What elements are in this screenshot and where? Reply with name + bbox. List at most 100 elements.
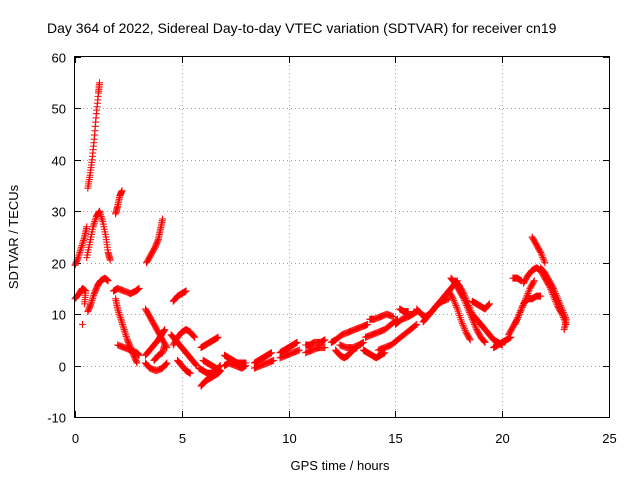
data-point [268,349,276,357]
data-point [123,334,131,342]
data-point [515,310,523,318]
data-point [466,336,474,344]
data-point [118,187,126,195]
series-arc-25 [221,359,250,372]
data-point [467,307,475,315]
data-point [116,312,124,320]
series-arc-29 [276,346,303,362]
data-point [96,209,104,217]
data-point [470,320,478,328]
data-point [448,293,456,301]
data-point [79,238,87,246]
data-point [74,255,82,263]
data-point [511,320,519,328]
data-point [540,257,548,265]
data-point [462,295,470,303]
data-point [161,341,169,349]
data-point [517,307,525,315]
data-point [135,284,143,292]
data-point [145,363,153,371]
data-point [465,302,473,310]
data-point [96,79,104,87]
series-arc-14 [141,326,169,359]
data-point [189,332,197,340]
data-point [404,308,412,316]
data-point [549,284,557,292]
data-point [466,305,474,313]
data-point [557,302,565,310]
data-point [162,360,170,368]
series-arc-32 [327,320,372,346]
data-point [161,361,169,369]
x-tick-label: 25 [602,431,616,446]
data-point [557,303,565,311]
data-point [555,298,563,306]
data-point [160,326,168,334]
data-point [525,288,533,296]
data-point [517,305,525,313]
data-point [460,323,468,331]
y-tick-label: 20 [52,257,66,272]
data-point [560,326,568,334]
y-tick-label: 60 [52,51,66,66]
data-point [460,291,468,299]
data-point [536,247,544,255]
data-point [413,320,421,328]
data-point [458,320,466,328]
data-point [118,319,126,327]
data-point [481,338,489,346]
data-point [122,331,130,339]
data-point [559,308,567,316]
series-arc-20 [197,333,222,352]
data-point [90,291,98,299]
data-point [75,250,83,258]
data-point [160,327,168,335]
data-point [554,295,562,303]
data-point [89,223,97,231]
series-arc-49 [511,292,545,328]
data-point [89,293,97,301]
data-point [97,212,105,220]
plot-frame [74,56,610,418]
series-arc-09 [112,295,141,367]
series-arc-15 [150,341,169,364]
data-point [78,320,86,328]
data-point [412,321,420,329]
data-point [135,351,143,359]
data-point [115,308,123,316]
data-point [121,329,129,337]
data-point [364,320,372,328]
data-point [119,322,127,330]
series-arc-10 [114,341,143,359]
series-arc-08 [109,284,143,298]
data-point [539,254,547,262]
data-point [116,314,124,322]
data-point [75,252,83,260]
data-point [512,319,520,327]
data-point [538,252,546,260]
data-point [556,300,564,308]
data-point [117,315,125,323]
data-point [270,356,278,364]
x-tick-label: 0 [72,431,79,446]
data-point [471,322,479,330]
data-point [552,290,560,298]
data-point [551,288,559,296]
data-point [460,325,468,333]
data-point [78,240,86,248]
data-point [559,307,567,315]
series-arc-04 [84,79,104,192]
data-point [192,361,200,369]
series-arc-07 [112,187,126,218]
data-point [88,296,96,304]
data-point [480,337,488,345]
chart-title: Day 364 of 2022, Sidereal Day-to-day VTE… [47,20,557,36]
data-point [464,300,472,308]
data-point [190,332,198,340]
data-point [98,214,106,222]
data-point [461,326,469,334]
data-point [119,320,127,328]
data-point [513,315,521,323]
data-point [97,211,105,219]
